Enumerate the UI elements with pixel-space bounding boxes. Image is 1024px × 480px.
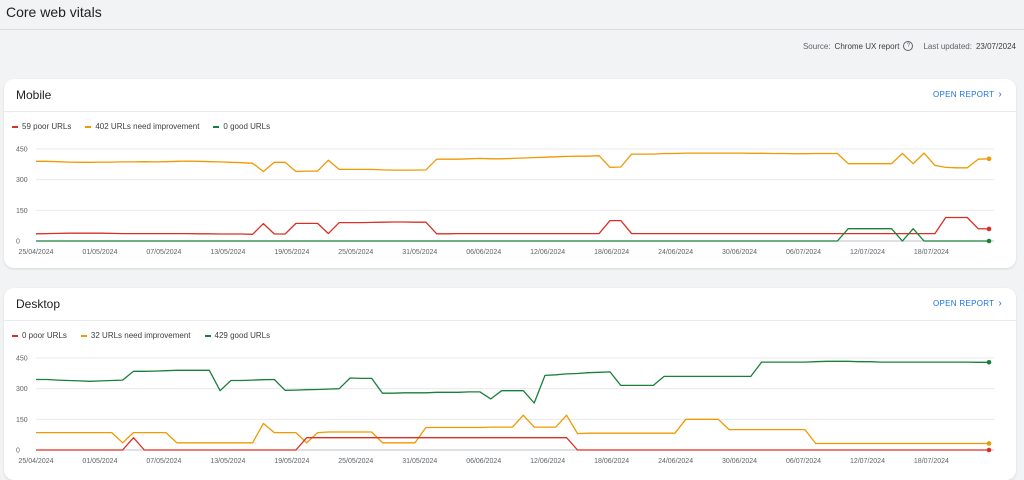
desktop-legend: 0 poor URLs 32 URLs need improvement 429…: [12, 331, 270, 340]
y-tick-label: 150: [16, 208, 28, 215]
mobile-card-header: Mobile OPEN REPORT ›: [4, 79, 1016, 112]
series-line-good: [36, 228, 989, 242]
series-line-poor: [36, 437, 989, 451]
x-tick-label: 12/07/2024: [850, 249, 885, 256]
x-tick-label: 07/05/2024: [146, 458, 181, 465]
legend-item-improvement[interactable]: 32 URLs need improvement: [80, 331, 191, 340]
series-line-good: [36, 360, 989, 404]
good-swatch: [204, 334, 211, 337]
y-tick-label: 0: [16, 448, 20, 455]
desktop-open-report-label: OPEN REPORT: [932, 299, 995, 308]
x-tick-label: 01/05/2024: [82, 249, 117, 256]
source-value: Chrome UX report: [834, 41, 900, 51]
x-tick-label: 18/06/2024: [594, 249, 629, 256]
x-tick-label: 06/07/2024: [786, 458, 821, 465]
x-tick-label: 01/05/2024: [82, 458, 117, 465]
x-tick-label: 25/05/2024: [338, 458, 373, 465]
x-tick-label: 25/05/2024: [338, 249, 373, 256]
x-tick-label: 31/05/2024: [402, 249, 437, 256]
good-swatch: [213, 125, 220, 128]
y-tick-label: 150: [16, 417, 28, 424]
x-tick-label: 24/06/2024: [658, 249, 693, 256]
legend-item-poor[interactable]: 0 poor URLs: [12, 331, 67, 340]
mobile-legend: 59 poor URLs 402 URLs need improvement 0…: [12, 122, 270, 131]
legend-good-label: 0 good URLs: [223, 122, 271, 131]
poor-swatch: [12, 334, 18, 337]
x-tick-label: 25/04/2024: [18, 249, 53, 256]
poor-swatch: [12, 125, 18, 128]
x-tick-label: 06/06/2024: [466, 458, 501, 465]
legend-improvement-label: 32 URLs need improvement: [90, 331, 191, 340]
chevron-right-icon: ›: [998, 88, 1002, 100]
legend-item-good[interactable]: 429 good URLs: [204, 331, 271, 340]
x-tick-label: 13/05/2024: [210, 458, 245, 465]
x-tick-label: 07/05/2024: [146, 249, 181, 256]
x-tick-label: 19/05/2024: [274, 458, 309, 465]
x-tick-label: 18/07/2024: [914, 249, 949, 256]
x-tick-label: 18/06/2024: [594, 458, 629, 465]
updated-value: 23/07/2024: [975, 41, 1016, 51]
series-endpoint-good: [986, 238, 992, 244]
help-icon[interactable]: ?: [903, 41, 914, 51]
x-tick-label: 30/06/2024: [722, 249, 757, 256]
y-tick-label: 300: [16, 386, 28, 393]
series-line-poor: [35, 216, 990, 235]
improvement-swatch: [80, 334, 87, 337]
mobile-open-report-label: OPEN REPORT: [932, 90, 995, 99]
x-tick-label: 13/05/2024: [210, 249, 245, 256]
source-label: Source:: [802, 41, 831, 51]
desktop-open-report-link[interactable]: OPEN REPORT ›: [932, 297, 1002, 309]
series-endpoint-good: [986, 359, 992, 365]
legend-item-good[interactable]: 0 good URLs: [213, 122, 270, 131]
y-tick-label: 450: [16, 147, 28, 154]
page-title: Core web vitals: [6, 4, 102, 20]
series-endpoint-improvement: [986, 441, 992, 446]
legend-item-poor[interactable]: 59 poor URLs: [12, 122, 71, 131]
series-line-improvement: [36, 152, 990, 173]
series-endpoint-poor: [986, 226, 992, 232]
improvement-swatch: [85, 125, 92, 128]
legend-poor-label: 59 poor URLs: [22, 122, 72, 131]
desktop-card-header: Desktop OPEN REPORT ›: [4, 288, 1016, 321]
series-endpoint-poor: [986, 447, 992, 453]
mobile-open-report-link[interactable]: OPEN REPORT ›: [932, 88, 1002, 100]
x-tick-label: 24/06/2024: [658, 458, 693, 465]
desktop-chart[interactable]: 0 150 300 450 25/04/2024 01/05/2024 07/05/2024…: [4, 288, 1016, 480]
x-tick-label: 12/06/2024: [530, 249, 565, 256]
x-tick-label: 25/04/2024: [18, 458, 53, 465]
chevron-right-icon: ›: [998, 297, 1002, 309]
report-meta: Source: Chrome UX report ? Last updated:…: [803, 41, 1016, 51]
x-tick-label: 31/05/2024: [402, 458, 437, 465]
y-tick-label: 450: [16, 356, 28, 363]
x-tick-label: 12/07/2024: [850, 458, 885, 465]
series-endpoint-improvement: [986, 156, 992, 162]
legend-poor-label: 0 poor URLs: [22, 331, 67, 340]
updated-label: Last updated:: [923, 41, 972, 51]
x-tick-label: 12/06/2024: [530, 458, 565, 465]
desktop-title: Desktop: [16, 297, 61, 311]
y-tick-label: 300: [16, 177, 28, 184]
x-tick-label: 18/07/2024: [914, 458, 949, 465]
legend-good-label: 429 good URLs: [214, 331, 271, 340]
y-tick-label: 0: [16, 239, 20, 246]
legend-improvement-label: 402 URLs need improvement: [95, 122, 200, 131]
mobile-card: Mobile OPEN REPORT › 59 poor URLs 402 UR…: [4, 79, 1016, 268]
mobile-title: Mobile: [16, 88, 52, 102]
x-tick-label: 06/07/2024: [786, 249, 821, 256]
mobile-chart[interactable]: 0 150 300 450 25/04/2024 01/05/2024 07/05/2024…: [4, 79, 1016, 268]
legend-item-improvement[interactable]: 402 URLs need improvement: [85, 122, 199, 131]
x-tick-label: 19/05/2024: [274, 249, 309, 256]
desktop-card: Desktop OPEN REPORT › 0 poor URLs 32 URL…: [4, 288, 1016, 480]
x-tick-label: 06/06/2024: [466, 249, 501, 256]
header-divider: [0, 29, 1024, 30]
x-tick-label: 30/06/2024: [722, 458, 757, 465]
series-line-improvement: [36, 414, 989, 445]
